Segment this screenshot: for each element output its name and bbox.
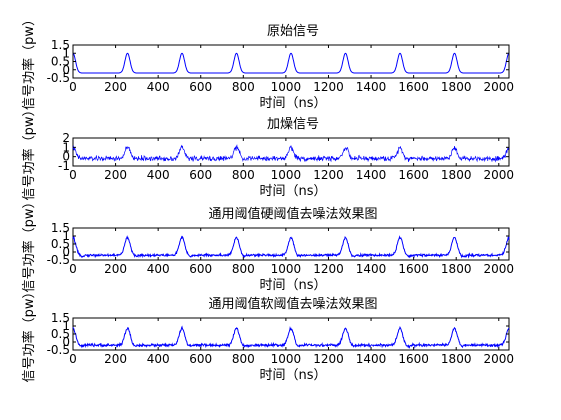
x-tick-label: 0 [69, 352, 77, 366]
x-tick-label: 400 [147, 80, 170, 94]
x-tick-label: 1800 [441, 262, 472, 276]
y-tick-label: 0.5 [51, 237, 70, 251]
chart-2: 0 200 400 600 800 1000 1200 1400 1600 1800 2000 -10… [21, 104, 514, 201]
x-tick-label: 1400 [356, 352, 387, 366]
chart-title: 原始信号 [267, 24, 319, 39]
x-tick-label: 2000 [484, 168, 515, 182]
x-tick-label: 1200 [313, 352, 344, 366]
y-tick-label: -1 [58, 159, 70, 173]
x-tick-label: 600 [189, 352, 212, 366]
x-tick-label: 400 [147, 352, 170, 366]
chart-title: 加燥信号 [267, 117, 319, 132]
x-tick-label: 400 [147, 262, 170, 276]
x-tick-label: 600 [189, 262, 212, 276]
x-tick-label: 1600 [398, 168, 429, 182]
x-tick-label: 200 [104, 168, 127, 182]
y-tick-label: -0.5 [47, 253, 70, 267]
y-tick-label: 0 [62, 335, 70, 349]
x-tick-label: 600 [189, 80, 212, 94]
y-tick-label: -0.5 [47, 71, 70, 85]
y-tick-label: 0 [62, 150, 70, 164]
x-tick-label: 0 [69, 80, 77, 94]
y-tick-label: 1 [62, 46, 70, 60]
x-axis-label: 时间（ns） [259, 96, 326, 111]
chart-title: 通用阈值软阈值去噪法效果图 [208, 296, 377, 312]
y-axis-label: 信号功率（pw） [21, 196, 37, 293]
signal-line [72, 52, 510, 74]
y-axis-label: 信号功率（pw） [21, 104, 37, 201]
x-tick-label: 1400 [356, 80, 387, 94]
x-tick-label: 0 [69, 168, 77, 182]
x-tick-label: 400 [147, 168, 170, 182]
chart-4: 0 200 400 600 800 1000 1200 1400 1600 1800 2000 -0.… [21, 286, 514, 383]
x-tick-label: 1600 [398, 262, 429, 276]
x-axis-label: 时间（ns） [259, 278, 326, 293]
y-tick-label: 1 [62, 140, 70, 154]
x-tick-label: 1200 [313, 168, 344, 182]
x-tick-label: 800 [232, 168, 255, 182]
x-tick-label: 200 [104, 352, 127, 366]
y-tick-label: 1.5 [51, 38, 70, 52]
y-tick-label: 0 [62, 63, 70, 77]
x-tick-label: 1600 [398, 352, 429, 366]
plot-frame [72, 137, 510, 167]
x-tick-label: 1400 [356, 262, 387, 276]
y-tick-label: 1.5 [51, 221, 70, 235]
x-tick-label: 1600 [398, 80, 429, 94]
x-tick-label: 600 [189, 168, 212, 182]
y-axis-label: 信号功率（pw） [21, 13, 37, 110]
y-tick-label: 0.5 [51, 55, 70, 69]
signal-line [72, 144, 510, 163]
y-tick-label: 0 [62, 245, 70, 259]
x-tick-label: 0 [69, 262, 77, 276]
x-tick-label: 2000 [484, 80, 515, 94]
x-tick-label: 200 [104, 262, 127, 276]
x-tick-label: 800 [232, 262, 255, 276]
y-tick-label: 0.5 [51, 327, 70, 341]
x-tick-label: 1200 [313, 262, 344, 276]
x-tick-label: 1400 [356, 168, 387, 182]
chart-title: 通用阈值硬阈值去噪法效果图 [208, 206, 377, 222]
x-tick-label: 200 [104, 80, 127, 94]
y-tick-label: 1 [62, 229, 70, 243]
y-tick-label: 1 [62, 319, 70, 333]
x-tick-label: 1000 [271, 352, 302, 366]
x-tick-label: 1000 [271, 262, 302, 276]
x-tick-label: 1000 [271, 168, 302, 182]
y-axis-label: 信号功率（pw） [21, 286, 37, 383]
x-tick-label: 800 [232, 80, 255, 94]
x-tick-label: 1200 [313, 80, 344, 94]
chart-1: 0 200 400 600 800 1000 1200 1400 1600 1800 2000 -0.… [21, 13, 514, 111]
x-tick-label: 1800 [441, 168, 472, 182]
x-tick-label: 1800 [441, 352, 472, 366]
chart-3: 0 200 400 600 800 1000 1200 1400 1600 1800 2000 -0.… [21, 196, 514, 293]
x-axis-label: 时间（ns） [259, 184, 326, 199]
y-tick-label: 1.5 [51, 311, 70, 325]
x-tick-label: 800 [232, 352, 255, 366]
y-tick-label: -0.5 [47, 343, 70, 357]
y-tick-label: 2 [62, 131, 70, 145]
signal-line [72, 235, 510, 259]
x-tick-label: 1000 [271, 80, 302, 94]
signal-line [72, 325, 510, 349]
x-tick-label: 1800 [441, 80, 472, 94]
x-tick-label: 2000 [484, 352, 515, 366]
x-tick-label: 2000 [484, 262, 515, 276]
x-axis-label: 时间（ns） [259, 368, 326, 383]
